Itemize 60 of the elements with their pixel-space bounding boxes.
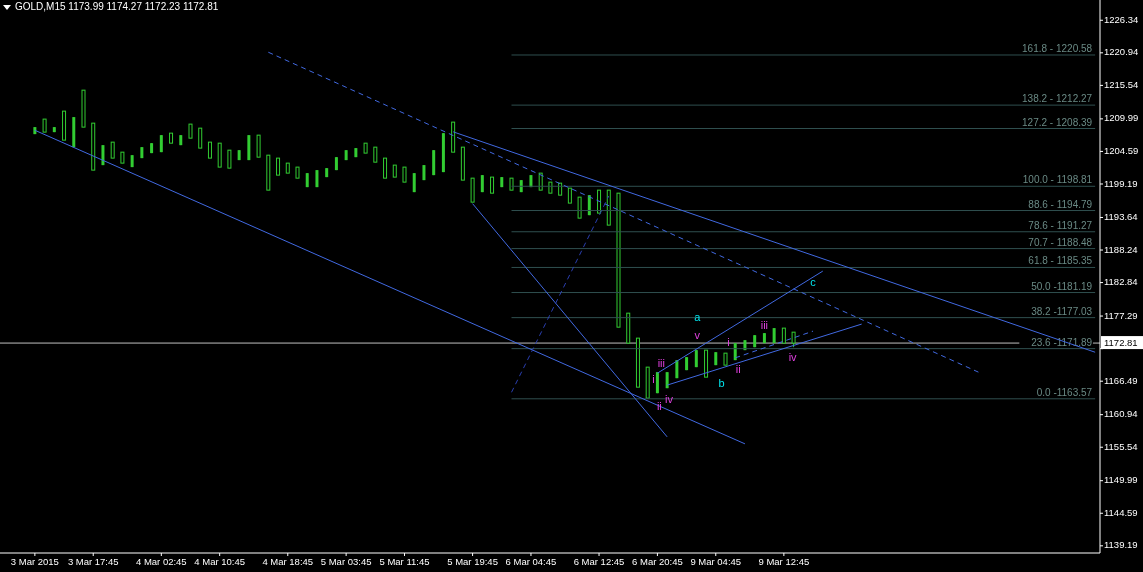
x-tick-label: 3 Mar 2015: [10, 556, 59, 567]
series-label: 61.8 - 1185.35: [1028, 255, 1093, 267]
annotation: i: [727, 335, 730, 348]
y-tick-label: 1139.19: [1104, 539, 1138, 551]
x-tick-label: 9 Mar 04:45: [690, 556, 742, 567]
y-tick-label: 1149.99: [1104, 474, 1138, 486]
series-label: 38.2 -1177.03: [1031, 305, 1093, 317]
series-label: 161.8 - 1220.58: [1022, 43, 1093, 54]
candlestick: [383, 157, 388, 179]
annotation: ii: [656, 399, 662, 412]
x-tick-label: 5 Mar 19:45: [447, 556, 498, 567]
x-tick-label: 6 Mar 20:45: [632, 556, 683, 567]
y-tick-label: 1209.99: [1104, 112, 1139, 124]
ref-line-label: 1172.81: [1104, 336, 1138, 348]
x-tick-label: 4 Mar 10:45: [194, 556, 246, 567]
series-label: 0.0 -1163.57: [1036, 386, 1093, 398]
y-tick-label: 1188.24: [1104, 243, 1138, 255]
x-tick-label: 9 Mar 12:45: [758, 556, 810, 567]
series-label: 70.7 - 1188.48: [1028, 236, 1093, 248]
x-tick-label: 6 Mar 12:45: [573, 556, 625, 567]
annotation: b: [718, 376, 725, 389]
series-label: 50.0 -1181.19: [1031, 280, 1093, 292]
annotation: v: [694, 328, 701, 341]
y-tick-label: 1226.34: [1104, 13, 1139, 25]
y-tick-label: 1199.19: [1104, 177, 1138, 189]
annotation: iii: [657, 356, 665, 369]
series-label: 88.6 - 1194.79: [1028, 198, 1093, 210]
x-tick-label: 4 Mar 18:45: [262, 556, 314, 567]
candlestick: [470, 177, 475, 203]
annotation: i: [652, 372, 655, 385]
y-tick-label: 1177.29: [1104, 309, 1138, 321]
series-label: 138.2 - 1212.27: [1022, 93, 1093, 105]
annotation: iv: [665, 392, 674, 405]
y-tick-label: 1220.94: [1104, 46, 1139, 58]
y-tick-label: 1144.59: [1104, 506, 1138, 518]
x-tick-label: 3 Mar 17:45: [67, 556, 119, 567]
y-tick-label: 1182.84: [1104, 276, 1138, 288]
candlestick: [256, 134, 261, 158]
annotation: ii: [735, 362, 741, 375]
y-tick-label: 1193.64: [1104, 210, 1138, 222]
chart-title: GOLD,M15 1173.99 1174.27 1172.23 1172.81: [15, 1, 219, 12]
annotation: c: [810, 275, 817, 288]
x-tick-label: 5 Mar 03:45: [320, 556, 372, 567]
annotation: iv: [788, 350, 798, 363]
x-tick-label: 5 Mar 11:45: [379, 556, 430, 567]
y-tick-label: 1166.49: [1104, 374, 1138, 386]
annotation: iii: [760, 318, 769, 331]
series-label: 127.2 - 1208.39: [1022, 116, 1093, 128]
y-tick-label: 1215.54: [1104, 78, 1139, 90]
series-label: 100.0 - 1198.81: [1022, 174, 1093, 186]
x-tick-label: 6 Mar 04:45: [505, 556, 557, 567]
series-label: 78.6 - 1191.27: [1028, 219, 1093, 231]
candlestick: [577, 196, 582, 219]
y-tick-label: 1204.59: [1104, 144, 1139, 156]
annotation: a: [694, 310, 702, 323]
candlestick: [217, 142, 222, 168]
y-tick-label: 1155.54: [1104, 440, 1138, 452]
candlestick: [198, 127, 203, 149]
y-tick-label: 1160.94: [1104, 408, 1138, 420]
x-tick-label: 4 Mar 02:45: [135, 556, 187, 567]
